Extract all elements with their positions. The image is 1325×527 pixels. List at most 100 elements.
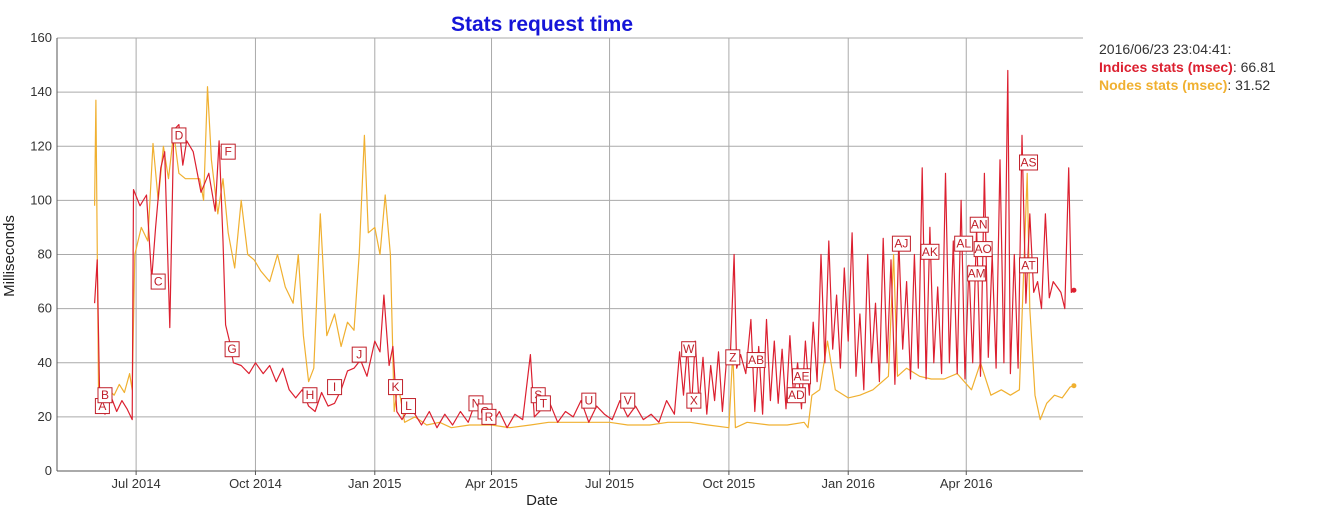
annotation-box xyxy=(973,241,993,258)
annotation-label: K xyxy=(392,380,400,394)
x-tick-label: Jan 2016 xyxy=(821,476,875,491)
annotation-label: I xyxy=(333,380,336,394)
x-tick-label: Jul 2015 xyxy=(585,476,634,491)
annotation-marker[interactable]: AB xyxy=(746,352,766,369)
annotation-marker[interactable]: B xyxy=(97,387,113,404)
legend-item-nodes: Nodes stats (msec): 31.52 xyxy=(1099,76,1276,94)
annotation-box xyxy=(967,265,987,282)
annotation-marker[interactable]: AJ xyxy=(891,235,911,252)
annotation-box xyxy=(581,392,597,409)
x-tick-label: Jul 2014 xyxy=(112,476,161,491)
annotation-label: AD xyxy=(788,388,805,402)
annotation-marker[interactable]: T xyxy=(535,395,551,412)
annotation-label: AS xyxy=(1021,155,1037,169)
annotation-marker[interactable]: G xyxy=(224,341,240,358)
legend-item-indices: Indices stats (msec): 66.81 xyxy=(1099,58,1276,76)
annotation-label: AB xyxy=(748,353,764,367)
annotation-marker[interactable]: K xyxy=(388,379,404,396)
legend: 2016/06/23 23:04:41: Indices stats (msec… xyxy=(1099,40,1276,94)
annotation-marker[interactable]: AD xyxy=(786,387,806,404)
annotation-box xyxy=(681,341,697,358)
x-tick-label: Jan 2015 xyxy=(348,476,402,491)
chart-title: Stats request time xyxy=(451,13,633,36)
annotation-marker[interactable]: U xyxy=(581,392,597,409)
annotation-box xyxy=(535,395,551,412)
annotation-box xyxy=(746,352,766,369)
y-tick-label: 40 xyxy=(38,355,52,370)
annotation-label: C xyxy=(154,275,163,289)
annotation-marker[interactable]: AE xyxy=(792,368,812,385)
annotation-marker[interactable]: AS xyxy=(1019,154,1039,171)
annotation-label: F xyxy=(225,145,232,159)
series-nodes-last-point xyxy=(1071,383,1077,389)
annotation-box xyxy=(920,243,940,260)
annotation-box xyxy=(1019,257,1039,274)
y-tick-label: 60 xyxy=(38,301,52,316)
legend-name: Nodes stats (msec) xyxy=(1099,77,1228,93)
annotation-marker[interactable]: C xyxy=(150,273,166,290)
annotation-marker[interactable]: F xyxy=(220,143,236,160)
annotation-box xyxy=(725,349,741,366)
annotation-box xyxy=(1019,154,1039,171)
axes: 0 20 40 60 80 100 120 140 160 Jul 2014 Oct 2014 Jan… xyxy=(30,30,1083,491)
legend-sep: : xyxy=(1232,59,1241,75)
annotation-label: D xyxy=(175,128,184,142)
annotation-box xyxy=(150,273,166,290)
x-tick-label: Oct 2015 xyxy=(703,476,756,491)
annotation-box xyxy=(786,387,806,404)
annotation-box xyxy=(481,408,497,425)
annotation-label: AT xyxy=(1021,258,1036,272)
annotation-label: H xyxy=(306,388,315,402)
y-tick-label: 160 xyxy=(30,30,52,45)
y-tick-label: 100 xyxy=(30,192,52,207)
x-tick-label: Apr 2016 xyxy=(940,476,993,491)
annotation-marker[interactable]: V xyxy=(620,392,636,409)
annotation-marker[interactable]: J xyxy=(351,346,367,363)
annotation-box xyxy=(327,379,343,396)
annotation-marker[interactable]: I xyxy=(327,379,343,396)
annotation-marker[interactable]: AK xyxy=(920,243,940,260)
legend-name: Indices stats (msec) xyxy=(1099,59,1233,75)
annotation-marker[interactable]: X xyxy=(686,392,702,409)
annotation-box xyxy=(954,235,974,252)
annotation-marker[interactable]: AT xyxy=(1019,257,1039,274)
annotation-box xyxy=(620,392,636,409)
annotation-box xyxy=(224,341,240,358)
y-tick-label: 0 xyxy=(45,463,52,478)
annotation-marker[interactable]: D xyxy=(171,127,187,144)
y-tick-label: 140 xyxy=(30,84,52,99)
annotation-label: R xyxy=(485,410,494,424)
annotation-label: L xyxy=(405,399,412,413)
annotation-box xyxy=(220,143,236,160)
annotation-marker[interactable]: AN xyxy=(969,216,989,233)
annotation-label: W xyxy=(683,342,695,356)
legend-timestamp: 2016/06/23 23:04:41: xyxy=(1099,41,1232,57)
annotation-marker[interactable]: Z xyxy=(725,349,741,366)
annotation-marker[interactable]: W xyxy=(681,341,697,358)
legend-sep: : xyxy=(1227,77,1236,93)
annotation-box xyxy=(792,368,812,385)
series-indices-last-point xyxy=(1071,287,1077,293)
annotation-label: X xyxy=(690,394,698,408)
series-indices-stats-line xyxy=(94,69,1075,429)
annotation-marker[interactable]: L xyxy=(401,398,417,415)
legend-value: 31.52 xyxy=(1235,77,1271,93)
annotation-label: AO xyxy=(974,242,991,256)
annotation-layer: ABCDFGHIJKLNQRSTUVWXZABADAEAJAKALANAOAMA… xyxy=(94,127,1039,425)
annotation-box xyxy=(969,216,989,233)
annotation-box xyxy=(388,379,404,396)
annotation-box xyxy=(171,127,187,144)
y-tick-label: 80 xyxy=(38,247,52,262)
annotation-marker[interactable]: AO xyxy=(973,241,993,258)
annotation-box xyxy=(401,398,417,415)
annotation-marker[interactable]: R xyxy=(481,408,497,425)
annotation-label: N xyxy=(472,396,481,410)
grid xyxy=(57,37,1083,472)
annotation-label: AJ xyxy=(894,237,908,251)
annotation-marker[interactable]: H xyxy=(302,387,318,404)
annotation-marker[interactable]: AM xyxy=(967,265,987,282)
annotation-box xyxy=(302,387,318,404)
annotation-label: AL xyxy=(956,237,971,251)
annotation-label: T xyxy=(540,396,548,410)
annotation-marker[interactable]: AL xyxy=(954,235,974,252)
